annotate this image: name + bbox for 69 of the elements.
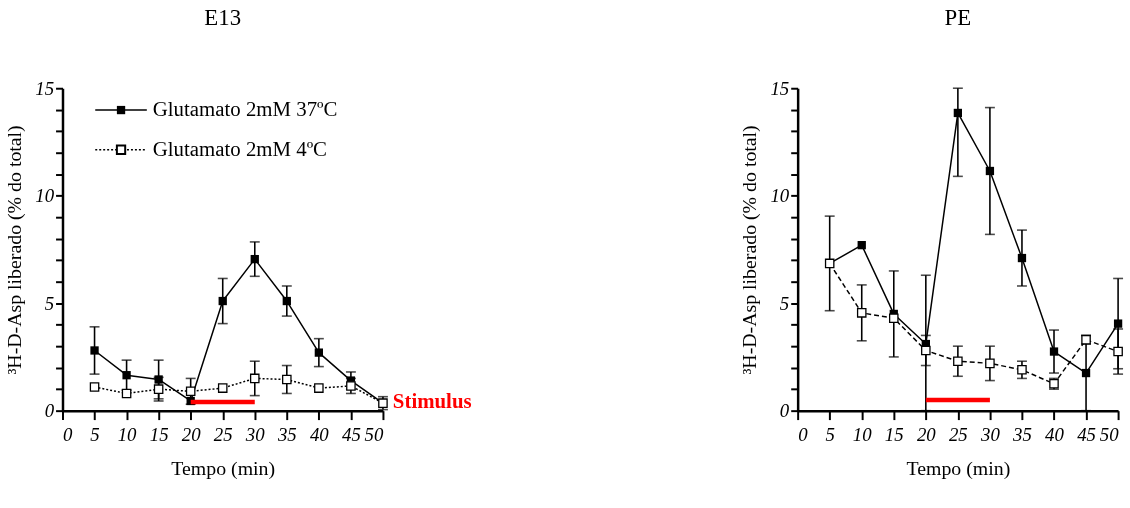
point (314, 383, 324, 393)
y-tick-label: 15 (35, 77, 55, 99)
x-tick-label: 10 (117, 423, 138, 445)
point (89, 382, 100, 392)
x-tick-label: 45 (341, 423, 361, 445)
point (250, 254, 259, 264)
x-tick-label: 45 (1077, 423, 1096, 445)
x-tick-label: 30 (980, 423, 1001, 445)
x-tick-label: 10 (852, 423, 873, 445)
y-axis-title: ³H-D-Asp liberado (% do total) (3, 125, 27, 375)
point (953, 356, 963, 367)
x-tick-label: 5 (90, 423, 100, 445)
y-tick-label: 0 (44, 400, 55, 422)
point (249, 373, 260, 384)
legend-label: Glutamato 2mM 4ºC (152, 136, 328, 161)
x-axis-title: Tempo (min) (906, 456, 1011, 480)
x-tick-label: 25 (948, 423, 968, 445)
y-tick-label: 10 (35, 185, 55, 207)
x-tick-label: 50 (364, 423, 385, 445)
point (282, 296, 291, 306)
x-tick-label: 15 (149, 423, 169, 445)
point (122, 371, 131, 380)
chart-title: E13 (204, 4, 242, 30)
y-tick-label: 10 (770, 185, 790, 207)
y-tick-label: 0 (779, 400, 790, 422)
point (1113, 346, 1123, 357)
point (1017, 253, 1027, 263)
point (314, 348, 324, 357)
x-tick-label: 40 (1045, 423, 1065, 445)
x-tick-label: 30 (244, 423, 266, 445)
x-tick-label: 40 (309, 423, 330, 445)
y-tick-label: 5 (779, 292, 790, 314)
point (985, 358, 995, 369)
x-tick-label: 20 (916, 423, 937, 445)
y-tick-label: 5 (44, 292, 55, 314)
x-tick-label: 25 (213, 423, 233, 445)
point (1017, 365, 1027, 375)
point (857, 241, 866, 250)
x-axis-title: Tempo (min) (171, 456, 276, 480)
point (346, 381, 356, 391)
point (185, 386, 196, 397)
point (218, 296, 227, 306)
x-tick-label: 35 (276, 423, 297, 445)
point (121, 388, 132, 399)
legend-label: Glutamato 2mM 37ºC (152, 97, 338, 122)
point (154, 375, 163, 384)
point (282, 374, 292, 385)
point (153, 384, 164, 394)
point (1081, 368, 1091, 378)
point (856, 308, 867, 318)
y-axis-title: ³H-D-Asp liberado (% do total) (738, 125, 762, 375)
x-tick-label: 0 (63, 423, 73, 445)
x-tick-label: 20 (181, 423, 202, 445)
point (921, 345, 931, 356)
chart-title: PE (944, 4, 972, 30)
x-tick-label: 50 (1099, 423, 1120, 445)
x-tick-label: 35 (1012, 423, 1032, 445)
point (1113, 319, 1123, 328)
y-tick-label: 15 (770, 77, 790, 99)
point (888, 313, 899, 324)
point (953, 108, 963, 118)
x-tick-label: 15 (884, 423, 904, 445)
point (217, 383, 228, 393)
annotation: Stimulus (392, 389, 472, 414)
x-tick-label: 0 (798, 423, 809, 445)
x-tick-label: 5 (825, 423, 835, 445)
point (985, 166, 995, 176)
point (90, 346, 99, 355)
point (1049, 347, 1059, 356)
